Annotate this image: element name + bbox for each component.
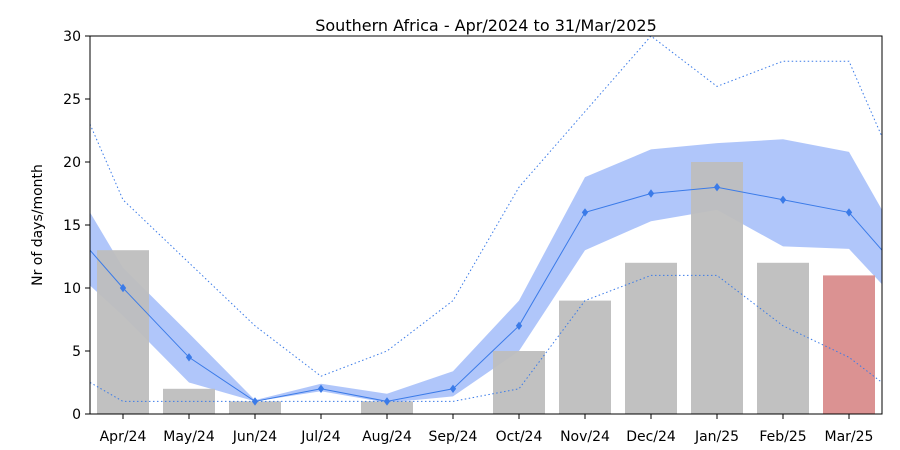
y-tick-label: 25 [63, 92, 81, 108]
mean-marker [251, 397, 259, 406]
x-tick-label: Jun/24 [232, 429, 277, 445]
bar-mar-25 [823, 275, 875, 414]
bar-jun-24 [229, 401, 281, 414]
bar-feb-25 [757, 262, 809, 414]
x-tick-label: Apr/24 [100, 429, 147, 445]
mean-marker [185, 353, 193, 362]
y-tick-label: 20 [63, 155, 81, 171]
bar-layer [97, 162, 875, 414]
y-tick-label: 10 [63, 281, 81, 297]
chart-title: Southern Africa - Apr/2024 to 31/Mar/202… [315, 16, 657, 35]
mean-marker [581, 208, 589, 217]
mean-marker [383, 397, 391, 406]
bar-dec-24 [625, 262, 677, 414]
x-tick-label: Dec/24 [626, 429, 676, 445]
spread-band [90, 139, 882, 403]
mean-marker [317, 384, 325, 393]
mean-marker [845, 208, 853, 217]
mean-marker [779, 195, 787, 204]
y-tick-label: 15 [63, 218, 81, 234]
bar-jan-25 [691, 162, 743, 414]
y-tick-label: 30 [63, 29, 81, 45]
x-tick-label: Jan/25 [694, 429, 739, 445]
spread-band-layer [90, 139, 882, 403]
x-tick-label: Oct/24 [496, 429, 543, 445]
mean-marker [713, 183, 721, 192]
mean-marker [119, 283, 127, 293]
bar-nov-24 [559, 300, 611, 414]
x-tick-label: Sep/24 [429, 429, 478, 445]
mean-marker [449, 384, 457, 393]
bar-oct-24 [493, 351, 545, 414]
line-layer [89, 35, 883, 406]
x-tick-label: Mar/25 [825, 429, 874, 445]
x-tick-label: Feb/25 [759, 429, 806, 445]
y-tick-label: 0 [72, 407, 81, 423]
x-tick-label: Nov/24 [560, 429, 610, 445]
x-tick-label: May/24 [163, 429, 215, 445]
bar-aug-24 [361, 401, 413, 414]
mean-marker [647, 189, 655, 198]
x-tick-label: Aug/24 [362, 429, 412, 445]
axis-layer: 0 5 10 15 20 25 30 Apr/24 May/24 Jun/24 Jul/24 Aug/… [63, 29, 873, 445]
x-tick-label: Jul/24 [300, 429, 341, 445]
y-axis-label: Nr of days/month [30, 164, 46, 286]
bar-apr-24 [97, 250, 149, 414]
mean-line [89, 186, 883, 402]
y-tick-label: 5 [72, 344, 81, 360]
mean-marker [515, 321, 523, 330]
max-line [89, 35, 883, 377]
